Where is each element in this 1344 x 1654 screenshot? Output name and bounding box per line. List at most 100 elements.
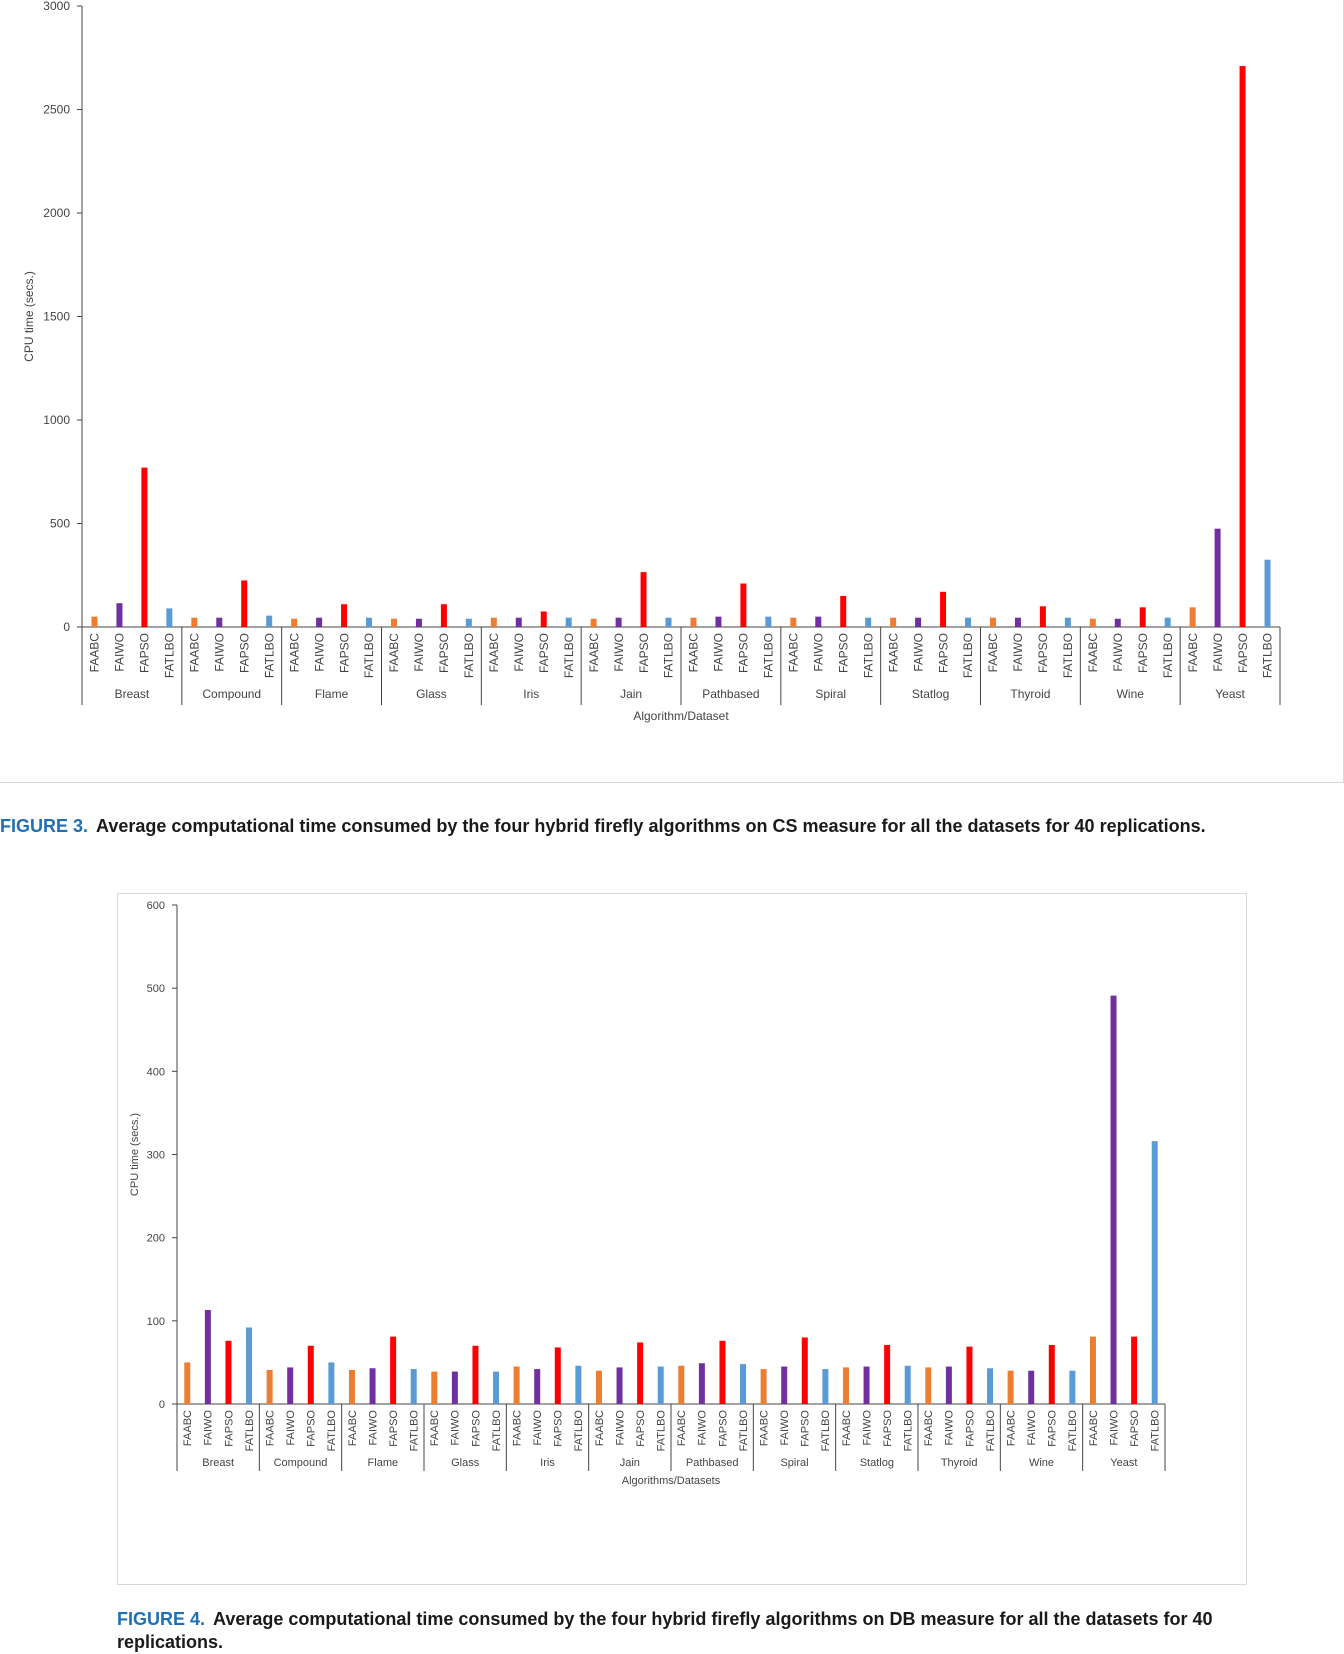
y-tick-label: 1000 (43, 413, 70, 427)
x-algorithm-label: FAPSO (637, 633, 651, 673)
y-tick-label: 500 (147, 983, 165, 995)
bar-faabc-wine (1089, 618, 1096, 627)
y-axis-title: CPU time (secs.) (129, 1113, 141, 1196)
bar-faabc-thyroid (989, 617, 996, 627)
bar-fapso-glass (440, 604, 447, 627)
bar-fatlbo-spiral (865, 617, 872, 627)
bar-fapso-yeast (1131, 1336, 1138, 1404)
x-algorithm-label: FAIWO (614, 1410, 626, 1446)
x-algorithm-label: FAABC (387, 633, 401, 673)
bar-faiwo-glass (415, 618, 422, 627)
bar-fapso-glass (472, 1345, 479, 1404)
x-algorithm-label: FAABC (787, 633, 801, 673)
bar-faiwo-pathbased (698, 1363, 705, 1404)
x-algorithm-label: FATLBO (1261, 633, 1275, 678)
bar-faiwo-flame (369, 1368, 376, 1404)
x-algorithm-label: FAABC (511, 1410, 523, 1446)
x-algorithm-label: FATLBO (762, 633, 776, 678)
bar-faabc-flame (291, 618, 298, 627)
x-algorithm-label: FAIWO (532, 1410, 544, 1446)
bar-fatlbo-yeast (1264, 559, 1271, 627)
bar-faabc-spiral (760, 1369, 767, 1404)
x-axis-title: Algorithms/Datasets (622, 1475, 721, 1487)
x-algorithm-label: FAABC (1088, 1410, 1100, 1446)
bar-faiwo-spiral (781, 1366, 788, 1404)
figure-4-text: Average computational time consumed by t… (117, 1609, 1213, 1652)
bar-faiwo-yeast (1214, 528, 1221, 627)
x-algorithm-label: FAABC (429, 1410, 441, 1446)
bar-faabc-wine (1007, 1370, 1014, 1404)
x-algorithm-label: FAPSO (237, 633, 251, 673)
bar-faabc-compound (266, 1369, 273, 1404)
bar-fatlbo-thyroid (1064, 617, 1071, 627)
bar-fapso-yeast (1239, 66, 1246, 627)
x-algorithm-label: FAPSO (1047, 1410, 1059, 1447)
y-tick-label: 0 (159, 1399, 165, 1411)
x-algorithm-label: FAIWO (312, 633, 326, 672)
x-algorithm-label: FATLBO (1161, 633, 1175, 678)
chart-panel-cs: 0 500 1000 1500 2000 2500 3000 CPU time (secs.)… (0, 0, 1344, 783)
bar-fapso-compound (307, 1345, 314, 1404)
x-algorithm-label: FATLBO (573, 1410, 585, 1452)
bar-fapso-pathbased (719, 1340, 726, 1404)
x-algorithm-label: FAABC (487, 633, 501, 673)
bar-faabc-jain (590, 618, 597, 627)
bar-fatlbo-compound (266, 615, 273, 627)
bar-fatlbo-flame (366, 617, 373, 627)
x-algorithm-label: FATLBO (820, 1410, 832, 1452)
x-algorithm-label: FAABC (886, 633, 900, 673)
bar-fapso-breast (141, 467, 148, 627)
y-tick-label: 400 (147, 1066, 165, 1078)
x-dataset-label: Breast (202, 1457, 234, 1469)
bar-fapso-thyroid (966, 1346, 973, 1404)
bar-faabc-breast (91, 616, 98, 627)
x-algorithm-label: FATLBO (562, 633, 576, 678)
x-dataset-label: Statlog (912, 687, 949, 701)
x-axis-title: Algorithm/Dataset (633, 709, 729, 723)
x-algorithm-label: FATLBO (462, 633, 476, 678)
x-algorithm-label: FATLBO (163, 633, 177, 678)
x-algorithm-label: FATLBO (262, 633, 276, 678)
bar-faiwo-compound (216, 617, 223, 627)
bar-faiwo-wine (1028, 1370, 1035, 1404)
x-algorithm-label: FAIWO (697, 1410, 709, 1446)
x-dataset-label: Yeast (1215, 687, 1245, 701)
bar-fapso-statlog (884, 1344, 891, 1404)
x-algorithm-label: FAPSO (223, 1410, 235, 1447)
bar-faiwo-breast (204, 1310, 211, 1404)
x-algorithm-label: FAIWO (1026, 1410, 1038, 1446)
x-dataset-label: Spiral (780, 1457, 808, 1469)
x-algorithm-label: FAABC (587, 633, 601, 673)
bar-faiwo-thyroid (1014, 617, 1021, 627)
x-algorithm-label: FAIWO (612, 633, 626, 672)
bar-fatlbo-wine (1164, 617, 1171, 627)
x-algorithm-label: FAABC (287, 633, 301, 673)
x-dataset-label: Flame (368, 1457, 399, 1469)
bar-faabc-yeast (1189, 607, 1196, 627)
bar-faiwo-thyroid (945, 1366, 952, 1404)
x-dataset-label: Glass (451, 1457, 480, 1469)
y-tick-label: 1500 (43, 310, 70, 324)
x-algorithm-label: FAIWO (911, 633, 925, 672)
bar-fapso-breast (225, 1340, 232, 1404)
x-dataset-label: Iris (523, 687, 539, 701)
bar-faiwo-wine (1114, 618, 1121, 627)
x-algorithm-label: FAIWO (811, 633, 825, 672)
figure-3-caption: FIGURE 3. Average computational time cons… (0, 815, 1344, 838)
bar-faiwo-spiral (815, 616, 822, 627)
x-algorithm-label: FATLBO (662, 633, 676, 678)
bar-faabc-statlog (842, 1367, 849, 1404)
bar-faabc-pathbased (690, 617, 697, 627)
bar-fatlbo-glass (493, 1371, 500, 1404)
db-time-bar-chart: 0 100 200 300 400 500 600 CPU time (secs.) FAABC… (129, 900, 1166, 1487)
x-algorithm-label: FATLBO (961, 633, 975, 678)
x-algorithm-label: FAABC (264, 1410, 276, 1446)
bar-fapso-iris (540, 611, 547, 627)
bar-fatlbo-pathbased (740, 1364, 747, 1404)
x-algorithm-label: FAIWO (512, 633, 526, 672)
bar-faiwo-statlog (863, 1366, 870, 1404)
x-dataset-label: Wine (1117, 687, 1145, 701)
x-dataset-label: Iris (540, 1457, 555, 1469)
y-tick-label: 200 (147, 1233, 165, 1245)
x-algorithm-label: FATLBO (362, 633, 376, 678)
